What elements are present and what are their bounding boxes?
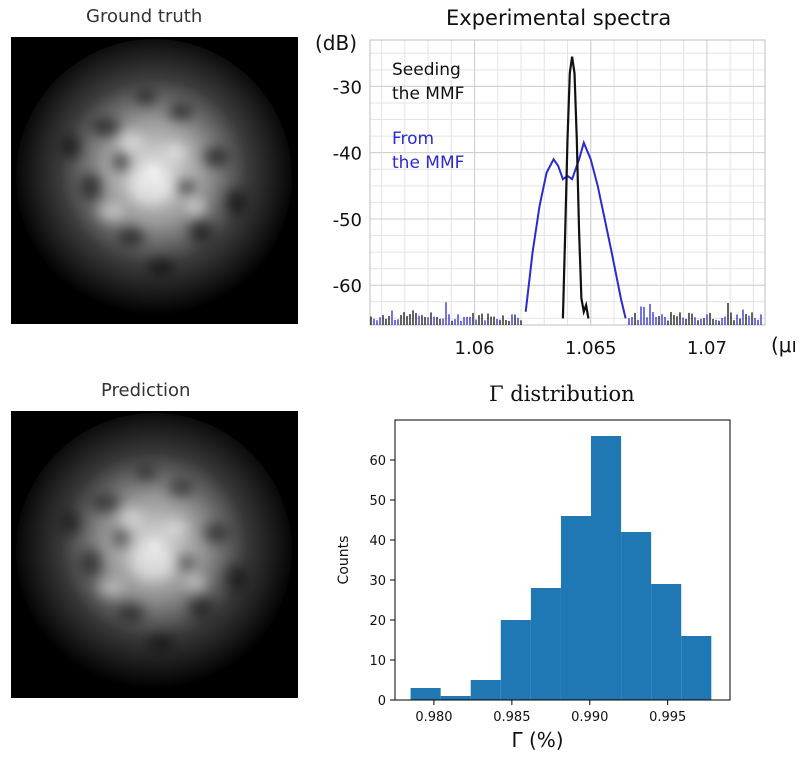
spectra-x-tick-label: 1.06 xyxy=(455,338,495,359)
histogram-y-tick-label: 60 xyxy=(369,454,386,469)
spectra-y-tick-label: -30 xyxy=(333,77,362,98)
histogram-y-tick-label: 20 xyxy=(369,614,386,629)
histogram-bar xyxy=(591,436,622,700)
spectra-chart: -30 -40 -50 -60 1.06 1.065 1.07 (dB) (μm) See… xyxy=(315,31,795,359)
histogram-y-tick-label: 50 xyxy=(369,494,386,509)
histogram-x-axis-label: Γ (%) xyxy=(511,728,563,752)
histogram-title: Γ distribution xyxy=(489,382,635,406)
spectra-annotation-1-line-1: the MMF xyxy=(392,153,464,173)
histogram-x-tick-label: 0.995 xyxy=(649,710,686,725)
ground-truth-image xyxy=(11,37,298,324)
spectra-grid xyxy=(370,40,765,325)
histogram-bar xyxy=(440,696,471,700)
spectra-annotation-0-line-1: the MMF xyxy=(392,84,464,104)
histogram-x-tick-label: 0.985 xyxy=(493,710,530,725)
spectra-y-tick-label: -50 xyxy=(333,210,362,231)
histogram-y-tick-label: 40 xyxy=(369,534,386,549)
ground-truth-title: Ground truth xyxy=(86,6,203,27)
spectra-y-tick-label: -60 xyxy=(333,276,362,297)
histogram-x-tick-label: 0.990 xyxy=(571,710,608,725)
spectra-x-axis-label: (μm) xyxy=(771,333,795,357)
spectra-x-tick-label: 1.065 xyxy=(565,338,617,359)
series-seeding-line xyxy=(561,56,590,319)
histogram-plot-frame xyxy=(394,419,731,701)
histogram-x-tick-label: 0.980 xyxy=(415,710,452,725)
histogram-bar xyxy=(651,584,682,700)
prediction-image xyxy=(11,411,298,698)
histogram-bar xyxy=(500,620,531,700)
series-from-mmf-line xyxy=(524,139,627,319)
spectra-y-tick-label: -40 xyxy=(333,144,362,165)
spectra-plot-frame xyxy=(369,39,766,326)
histogram-y-tick-label: 0 xyxy=(378,694,386,709)
spectra-annotation-1-line-0: From xyxy=(392,129,434,149)
histogram-y-tick-label: 10 xyxy=(369,654,386,669)
spectra-noise-floor xyxy=(370,302,762,325)
histogram-y-tick-label: 30 xyxy=(369,574,386,589)
prediction-title: Prediction xyxy=(101,380,191,401)
histogram-chart: 0 10 20 30 40 50 60 0.980 0.985 0.990 0.995 Count… xyxy=(336,419,731,752)
spectra-x-tick-label: 1.07 xyxy=(687,338,727,359)
histogram-bar xyxy=(681,636,712,700)
spectra-annotation-0-line-0: Seeding xyxy=(392,60,461,80)
histogram-bar xyxy=(530,588,561,700)
spectra-y-axis-label: (dB) xyxy=(315,31,357,55)
histogram-y-axis-label: Counts xyxy=(336,536,352,585)
histogram-bar xyxy=(560,516,592,700)
histogram-bar xyxy=(410,688,441,700)
spectra-chart-title: Experimental spectra xyxy=(446,6,672,30)
histogram-bar xyxy=(621,532,652,700)
histogram-bar xyxy=(470,680,501,700)
